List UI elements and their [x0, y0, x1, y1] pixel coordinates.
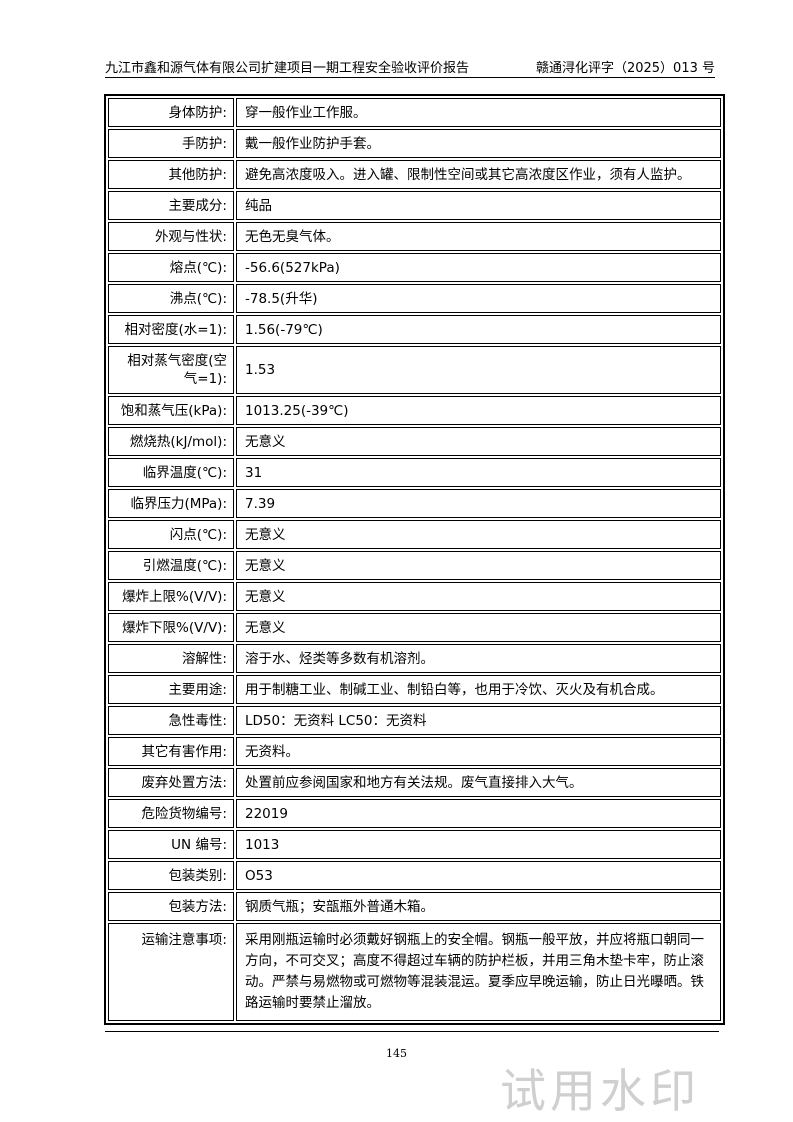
- property-value: 1013: [236, 830, 721, 859]
- property-label: 临界温度(℃):: [108, 458, 234, 487]
- property-label: 其它有害作用:: [108, 737, 234, 766]
- table-row: 包装方法: 钢质气瓶；安瓿瓶外普通木箱。: [108, 892, 721, 921]
- property-value: 无意义: [236, 427, 721, 456]
- table-row: UN 编号: 1013: [108, 830, 721, 859]
- table-row: 临界温度(℃): 31: [108, 458, 721, 487]
- property-label: 饱和蒸气压(kPa):: [108, 396, 234, 425]
- table-row: 熔点(℃): -56.6(527kPa): [108, 253, 721, 282]
- property-label: 急性毒性:: [108, 706, 234, 735]
- table-row: 临界压力(MPa): 7.39: [108, 489, 721, 518]
- property-label: 其他防护:: [108, 160, 234, 189]
- footer-line: [105, 1031, 719, 1032]
- property-value: LD50：无资料 LC50：无资料: [236, 706, 721, 735]
- table-row: 引燃温度(℃): 无意义: [108, 551, 721, 580]
- property-label: 运输注意事项:: [108, 923, 234, 1021]
- property-value: 7.39: [236, 489, 721, 518]
- property-label: 熔点(℃):: [108, 253, 234, 282]
- table-row: 溶解性: 溶于水、烃类等多数有机溶剂。: [108, 644, 721, 673]
- table-row: 爆炸上限%(V/V): 无意义: [108, 582, 721, 611]
- property-value: 31: [236, 458, 721, 487]
- table-row: 沸点(℃): -78.5(升华): [108, 284, 721, 313]
- property-label: 主要用途:: [108, 675, 234, 704]
- property-label: 引燃温度(℃):: [108, 551, 234, 580]
- property-label: 身体防护:: [108, 98, 234, 127]
- property-value: 避免高浓度吸入。进入罐、限制性空间或其它高浓度区作业，须有人监护。: [236, 160, 721, 189]
- table-row: 闪点(℃): 无意义: [108, 520, 721, 549]
- table-row: 燃烧热(kJ/mol): 无意义: [108, 427, 721, 456]
- property-label: 相对蒸气密度(空气=1):: [108, 346, 234, 394]
- property-label: 相对密度(水=1):: [108, 315, 234, 344]
- property-value: 1013.25(-39℃): [236, 396, 721, 425]
- document-number: 赣通浔化评字（2025）013 号: [535, 61, 715, 76]
- page-number: 145: [386, 1047, 407, 1060]
- table-row: 其它有害作用: 无资料。: [108, 737, 721, 766]
- property-value: 22019: [236, 799, 721, 828]
- watermark: 试用水印: [500, 1064, 700, 1118]
- table-row: 危险货物编号: 22019: [108, 799, 721, 828]
- property-value: 无意义: [236, 613, 721, 642]
- table-row: 主要用途: 用于制糖工业、制碱工业、制铅白等，也用于冷饮、灭火及有机合成。: [108, 675, 721, 704]
- property-value: 溶于水、烃类等多数有机溶剂。: [236, 644, 721, 673]
- properties-table: 身体防护: 穿一般作业工作服。 手防护: 戴一般作业防护手套。 其他防护: 避免高浓度吸入…: [104, 94, 725, 1025]
- table-row: 外观与性状: 无色无臭气体。: [108, 222, 721, 251]
- property-value: 用于制糖工业、制碱工业、制铅白等，也用于冷饮、灭火及有机合成。: [236, 675, 721, 704]
- property-label: 沸点(℃):: [108, 284, 234, 313]
- property-value: 穿一般作业工作服。: [236, 98, 721, 127]
- property-value: 采用刚瓶运输时必须戴好钢瓶上的安全帽。钢瓶一般平放，并应将瓶口朝同一方向，不可交…: [236, 923, 721, 1021]
- property-value: 1.56(-79℃): [236, 315, 721, 344]
- property-label: 外观与性状:: [108, 222, 234, 251]
- property-label: 主要成分:: [108, 191, 234, 220]
- table-row: 身体防护: 穿一般作业工作服。: [108, 98, 721, 127]
- property-label: 手防护:: [108, 129, 234, 158]
- property-label: 包装方法:: [108, 892, 234, 921]
- table-row: 爆炸下限%(V/V): 无意义: [108, 613, 721, 642]
- property-value: 无意义: [236, 582, 721, 611]
- table-row: 手防护: 戴一般作业防护手套。: [108, 129, 721, 158]
- table-row: 其他防护: 避免高浓度吸入。进入罐、限制性空间或其它高浓度区作业，须有人监护。: [108, 160, 721, 189]
- table-row: 运输注意事项: 采用刚瓶运输时必须戴好钢瓶上的安全帽。钢瓶一般平放，并应将瓶口朝同…: [108, 923, 721, 1021]
- property-label: 爆炸上限%(V/V):: [108, 582, 234, 611]
- property-value: 纯品: [236, 191, 721, 220]
- property-value: O53: [236, 861, 721, 890]
- table-row: 相对蒸气密度(空气=1): 1.53: [108, 346, 721, 394]
- property-value: 处置前应参阅国家和地方有关法规。废气直接排入大气。: [236, 768, 721, 797]
- property-label: 溶解性:: [108, 644, 234, 673]
- property-value: 钢质气瓶；安瓿瓶外普通木箱。: [236, 892, 721, 921]
- property-label: 爆炸下限%(V/V):: [108, 613, 234, 642]
- table-row: 相对密度(水=1): 1.56(-79℃): [108, 315, 721, 344]
- property-label: 燃烧热(kJ/mol):: [108, 427, 234, 456]
- property-label: 废弃处置方法:: [108, 768, 234, 797]
- property-value: -78.5(升华): [236, 284, 721, 313]
- property-value: 无意义: [236, 551, 721, 580]
- property-label: 危险货物编号:: [108, 799, 234, 828]
- property-value: 无资料。: [236, 737, 721, 766]
- report-title: 九江市鑫和源气体有限公司扩建项目一期工程安全验收评价报告: [105, 61, 470, 76]
- table-row: 包装类别: O53: [108, 861, 721, 890]
- property-value: -56.6(527kPa): [236, 253, 721, 282]
- table-row: 废弃处置方法: 处置前应参阅国家和地方有关法规。废气直接排入大气。: [108, 768, 721, 797]
- table-row: 主要成分: 纯品: [108, 191, 721, 220]
- property-value: 戴一般作业防护手套。: [236, 129, 721, 158]
- page-header: 九江市鑫和源气体有限公司扩建项目一期工程安全验收评价报告 赣通浔化评字（2025…: [105, 60, 715, 78]
- property-label: 临界压力(MPa):: [108, 489, 234, 518]
- table-row: 饱和蒸气压(kPa): 1013.25(-39℃): [108, 396, 721, 425]
- table-row: 急性毒性: LD50：无资料 LC50：无资料: [108, 706, 721, 735]
- property-label: 包装类别:: [108, 861, 234, 890]
- property-label: UN 编号:: [108, 830, 234, 859]
- property-value: 1.53: [236, 346, 721, 394]
- property-value: 无意义: [236, 520, 721, 549]
- property-value: 无色无臭气体。: [236, 222, 721, 251]
- property-label: 闪点(℃):: [108, 520, 234, 549]
